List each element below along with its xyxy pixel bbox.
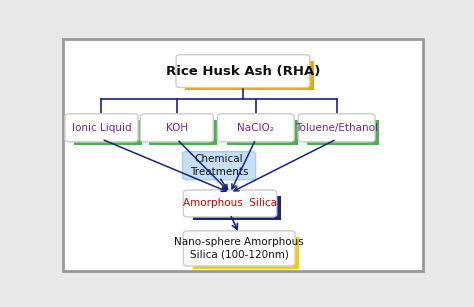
Text: Rice Husk Ash (RHA): Rice Husk Ash (RHA) xyxy=(166,64,320,78)
FancyBboxPatch shape xyxy=(74,120,142,145)
Text: Nano-sphere Amorphous
Silica (100-120nm): Nano-sphere Amorphous Silica (100-120nm) xyxy=(174,237,304,260)
Text: Chemical
Treatments: Chemical Treatments xyxy=(190,154,248,177)
Text: NaClO₂: NaClO₂ xyxy=(237,123,274,133)
FancyBboxPatch shape xyxy=(176,55,310,87)
Text: Ionic Liquid: Ionic Liquid xyxy=(72,123,131,133)
FancyBboxPatch shape xyxy=(227,120,298,145)
FancyBboxPatch shape xyxy=(183,190,277,217)
Text: Amorphous  Silica: Amorphous Silica xyxy=(183,199,277,208)
FancyBboxPatch shape xyxy=(185,60,314,90)
FancyBboxPatch shape xyxy=(140,114,213,142)
FancyBboxPatch shape xyxy=(65,114,138,142)
FancyBboxPatch shape xyxy=(149,120,218,145)
FancyBboxPatch shape xyxy=(298,114,375,142)
FancyBboxPatch shape xyxy=(63,39,423,271)
FancyBboxPatch shape xyxy=(218,114,294,142)
Text: Toluene/Ethanol: Toluene/Ethanol xyxy=(295,123,378,133)
Text: KOH: KOH xyxy=(166,123,188,133)
FancyBboxPatch shape xyxy=(308,120,379,145)
FancyBboxPatch shape xyxy=(192,196,281,220)
FancyBboxPatch shape xyxy=(182,152,255,180)
FancyBboxPatch shape xyxy=(183,231,295,266)
FancyBboxPatch shape xyxy=(192,237,299,269)
